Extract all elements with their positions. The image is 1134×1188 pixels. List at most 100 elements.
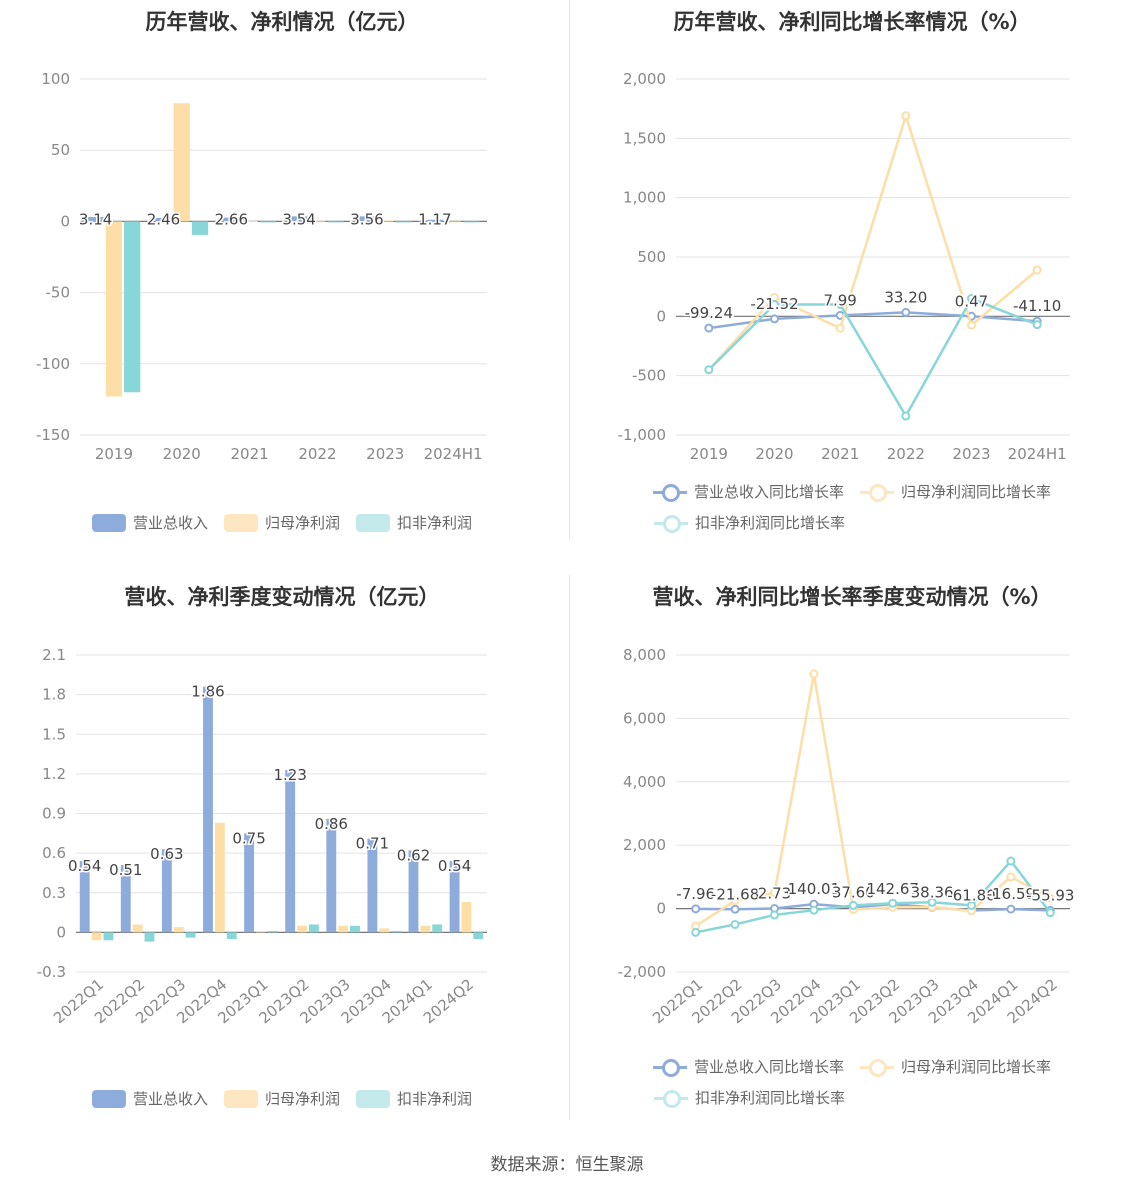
x-tick-label: 2024H1: [1008, 445, 1067, 463]
legend-item-deducted-growth[interactable]: 扣非净利润同比增长率: [654, 512, 845, 533]
series-point: [968, 322, 975, 329]
y-tick-label: -500: [632, 367, 666, 385]
y-tick-label: 0: [656, 900, 666, 918]
data-label: 2.46: [147, 210, 180, 228]
x-tick-label: 2020: [163, 445, 201, 463]
y-tick-label: 0.3: [42, 884, 66, 902]
legend-swatch: [860, 483, 894, 501]
bar-deducted-profit: [328, 221, 344, 222]
bar-deducted-profit: [391, 931, 401, 932]
series-point: [771, 315, 778, 322]
bar-parent-profit: [133, 924, 143, 932]
data-label: 2.73: [758, 885, 791, 903]
y-tick-label: -50: [46, 284, 71, 302]
series-point: [810, 907, 817, 914]
y-tick-label: 500: [637, 248, 666, 266]
series-point: [1007, 873, 1014, 880]
data-label: 3.14: [79, 210, 112, 228]
legend: 营业总收入同比增长率 归母净利润同比增长率 扣非净利润同比增长率: [570, 1056, 1134, 1118]
y-tick-label: 0: [60, 212, 70, 230]
y-tick-label: 6,000: [623, 709, 666, 727]
y-tick-label: -0.3: [37, 963, 66, 981]
legend-item-deducted-profit[interactable]: 扣非净利润: [356, 512, 472, 533]
legend-swatch: [224, 514, 258, 532]
series-point: [1007, 858, 1014, 865]
x-tick-label: 2023: [952, 445, 990, 463]
bar-deducted-profit: [227, 932, 237, 939]
y-tick-label: 1,500: [623, 129, 666, 147]
bar-parent-profit: [297, 926, 307, 933]
x-tick-label: 2021: [230, 445, 268, 463]
legend-item-parent-profit[interactable]: 归母净利润: [224, 1088, 340, 1109]
data-label: 0.54: [68, 857, 101, 875]
y-tick-label: -150: [36, 426, 70, 444]
bar-revenue: [244, 833, 254, 932]
legend-swatch: [654, 514, 688, 532]
annual-growth-panel: 历年营收、净利同比增长率情况（%） 2,000 1,500 1,000 500 0 -50…: [570, 0, 1134, 484]
legend-item-revenue-growth[interactable]: 营业总收入同比增长率: [653, 1056, 844, 1077]
series-point: [1034, 321, 1041, 328]
legend-swatch: [653, 1058, 687, 1076]
bar-revenue: [203, 687, 213, 933]
y-tick-label: 50: [51, 141, 70, 159]
annual-line-chart: 2,0001,5001,0005000-500-1,0002019 2020 202…: [570, 0, 1134, 480]
data-label: 3.56: [350, 210, 383, 228]
y-tick-label: 2,000: [623, 70, 666, 88]
chart-title: 历年营收、净利情况（亿元）: [0, 6, 564, 36]
data-label: 2.66: [215, 210, 248, 228]
legend-item-parent-profit[interactable]: 归母净利润: [224, 512, 340, 533]
legend-item-revenue-growth[interactable]: 营业总收入同比增长率: [653, 481, 844, 502]
x-tick-label: 2021: [821, 445, 859, 463]
bar-revenue: [285, 770, 295, 932]
x-tick-label: 2020: [755, 445, 793, 463]
chart-title: 营收、净利同比增长率季度变动情况（%）: [570, 581, 1134, 611]
bar-revenue: [367, 839, 377, 933]
legend-item-parent-growth[interactable]: 归母净利润同比增长率: [860, 1056, 1051, 1077]
y-tick-label: 1.5: [42, 725, 66, 743]
data-label: 0.51: [109, 861, 142, 879]
data-label: -21.68: [711, 885, 759, 903]
data-label: 7.99: [823, 291, 856, 309]
legend-swatch: [860, 1058, 894, 1076]
bar-parent-profit: [174, 927, 184, 932]
bar-deducted-profit: [473, 932, 483, 939]
series-point: [705, 366, 712, 373]
data-label: 1.17: [418, 210, 451, 228]
data-label: 0.47: [955, 292, 988, 310]
bar-deducted-profit: [268, 931, 278, 932]
bar-deducted-profit: [432, 924, 442, 932]
data-label: 33.20: [884, 288, 927, 306]
series-point: [771, 911, 778, 918]
bar-parent-profit: [92, 932, 102, 940]
y-tick-label: -1,000: [618, 426, 666, 444]
data-label: -55.93: [1026, 886, 1074, 904]
bar-deducted-profit: [192, 221, 208, 235]
bar-deducted-profit: [260, 221, 276, 222]
y-tick-label: 1.8: [42, 686, 66, 704]
data-label: 0.54: [438, 857, 471, 875]
legend-item-parent-growth[interactable]: 归母净利润同比增长率: [860, 481, 1051, 502]
legend-swatch: [653, 483, 687, 501]
y-tick-label: 1,000: [623, 189, 666, 207]
chart-title: 营收、净利季度变动情况（亿元）: [0, 581, 564, 611]
series-point: [1047, 909, 1054, 916]
series-point: [692, 905, 699, 912]
legend: 营业总收入 归母净利润 扣非净利润: [0, 1088, 564, 1119]
legend-swatch: [92, 514, 126, 532]
x-tick-label: 2024H1: [424, 445, 483, 463]
series-point: [692, 929, 699, 936]
series-point: [902, 112, 909, 119]
data-label: -41.10: [1013, 297, 1061, 315]
series-point: [889, 900, 896, 907]
bar-revenue: [326, 819, 336, 933]
legend-swatch: [92, 1090, 126, 1108]
bar-deducted-profit: [103, 932, 113, 940]
chart-title: 历年营收、净利同比增长率情况（%）: [570, 6, 1134, 36]
legend-item-revenue[interactable]: 营业总收入: [92, 1088, 208, 1109]
legend-item-deducted-profit[interactable]: 扣非净利润: [356, 1088, 472, 1109]
bar-deducted-profit: [395, 221, 411, 222]
legend-item-revenue[interactable]: 营业总收入: [92, 512, 208, 533]
legend-item-deducted-growth[interactable]: 扣非净利润同比增长率: [654, 1087, 845, 1108]
bar-parent-profit: [462, 902, 472, 932]
series-point: [850, 902, 857, 909]
